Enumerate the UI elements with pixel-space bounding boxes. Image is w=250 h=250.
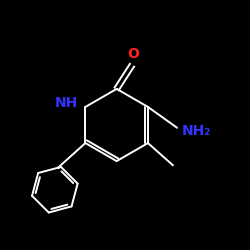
- Text: NH₂: NH₂: [181, 124, 210, 138]
- Text: NH: NH: [55, 96, 78, 110]
- Text: O: O: [128, 47, 139, 61]
